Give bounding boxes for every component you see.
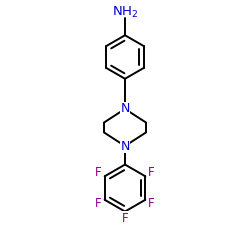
Text: F: F	[148, 197, 155, 210]
Text: F: F	[95, 166, 102, 179]
Text: NH$_2$: NH$_2$	[112, 5, 138, 20]
Text: N: N	[120, 140, 130, 152]
Text: F: F	[95, 197, 102, 210]
Text: F: F	[148, 166, 155, 179]
Text: N: N	[120, 102, 130, 116]
Text: F: F	[122, 212, 128, 225]
